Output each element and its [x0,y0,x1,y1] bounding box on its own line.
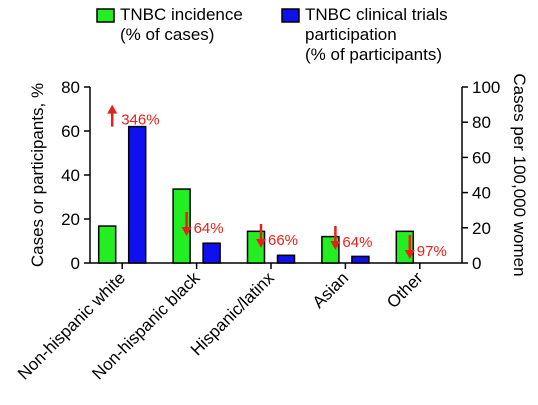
annotation-label-0: 346% [121,112,159,129]
annotation-label-1: 64% [194,220,224,237]
legend-label-1-0: TNBC clinical trials [305,5,448,24]
annotation-label-3: 64% [342,234,372,251]
legend-label-1-2: (% of participants) [305,45,442,64]
y-right-tick-label: 0 [472,254,481,273]
y-right-tick-label: 80 [472,113,491,132]
legend-label-0-0: TNBC incidence [120,5,243,24]
y-left-tick-label: 40 [61,166,80,185]
bars [97,125,415,264]
y-left-tick-label: 20 [61,210,80,229]
incidence-bar-0 [97,225,117,264]
axes: 0 20 40 60 80 0 20 40 60 80 100 [61,78,500,273]
y-right-tick-label: 100 [472,78,500,97]
annotation-arrowhead-1 [181,227,192,236]
y-left-tick-label: 60 [61,122,80,141]
annotations: 346% 64% 66% 64% 97% [107,104,447,260]
y-right-tick-label: 20 [472,219,491,238]
annotation-arrowhead-3 [330,241,341,250]
participation-bar-0 [127,125,147,264]
category-label-4: Other [383,268,427,312]
annotation-label-4: 97% [417,243,447,260]
legend-label-1-1: participation [305,25,397,44]
y-left-tick-label: 80 [61,78,80,97]
legend: TNBC incidence(% of cases) TNBC clinical … [96,5,448,64]
annotation-label-2: 66% [268,232,298,249]
annotation-arrowhead-4 [404,250,415,259]
incidence-bar-1 [172,188,191,264]
y-left-tick-label: 0 [71,254,80,273]
participation-bar-3 [351,255,370,264]
legend-swatch-0 [96,8,115,23]
legend-label-0-1: (% of cases) [120,25,214,44]
participation-bar-2 [276,254,296,264]
y-right-tick-label: 60 [472,148,491,167]
legend-swatch-1 [281,8,300,23]
annotation-arrowhead-2 [256,239,266,248]
annotation-arrowhead-0 [107,104,118,114]
y-right-tick-label: 40 [472,184,491,203]
y-axis-right-title: Cases per 100,000 women [510,73,529,276]
y-axis-left-title: Cases or participants, % [28,83,47,267]
category-label-3: Asian [309,268,353,312]
participation-bar-1 [202,242,221,264]
